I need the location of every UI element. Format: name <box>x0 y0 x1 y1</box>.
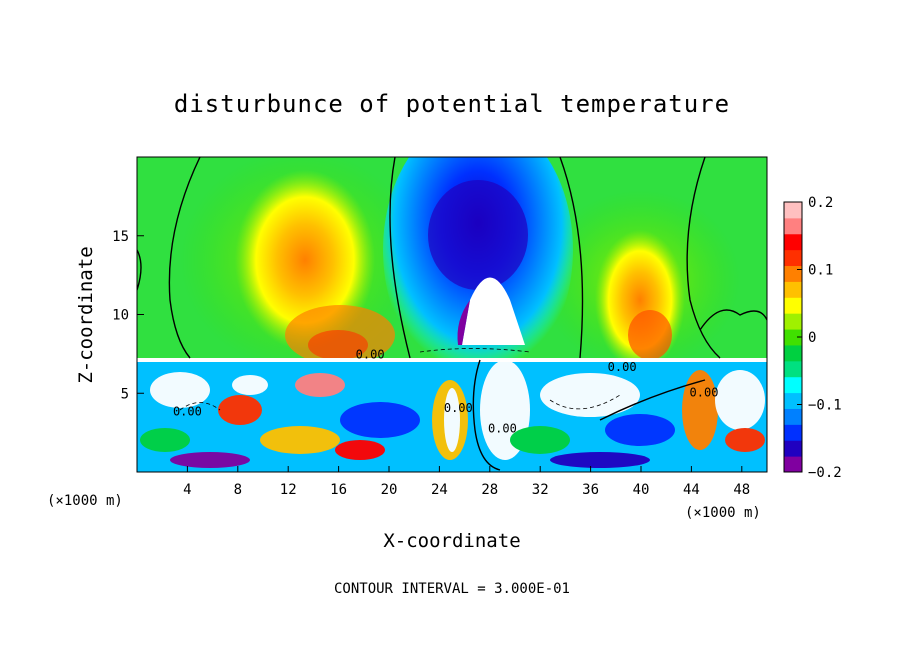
x-axis: 4 8 12 16 20 24 28 32 36 40 44 48 <box>183 466 750 498</box>
x-tick-label: 16 <box>330 482 347 498</box>
x-tick-label: 36 <box>582 482 599 498</box>
x-tick-label: 24 <box>431 482 448 498</box>
colorbar-swatch <box>784 313 802 330</box>
y-tick-label: 10 <box>112 308 129 324</box>
colorbar-swatch <box>784 249 802 267</box>
colorbar-tick-label: −0.2 <box>808 465 842 481</box>
x-unit-left: (×1000 m) <box>47 493 123 509</box>
x-axis-label: X-coordinate <box>383 530 520 552</box>
y-axis-label: Z-coordinate <box>75 246 97 383</box>
colorbar-swatch <box>784 217 802 235</box>
colorbar-swatch <box>784 456 802 473</box>
contour-interval: CONTOUR INTERVAL = 3.000E-01 <box>334 581 570 597</box>
colorbar-swatch <box>784 344 802 362</box>
contour-label: 0.00 <box>356 348 385 362</box>
contour-label: 0.00 <box>608 360 637 374</box>
colorbar-swatch <box>784 360 802 378</box>
x-tick-label: 32 <box>532 482 549 498</box>
colorbar-swatch <box>784 408 802 425</box>
contour-label: 0.00 <box>173 404 202 418</box>
contour-label: 0.00 <box>488 422 517 436</box>
y-tick-label: 15 <box>112 229 129 245</box>
colorbar-swatch <box>784 297 802 314</box>
colorbar-swatch <box>784 329 802 346</box>
colorbar: −0.2 −0.1 0 0.1 0.2 <box>783 195 842 481</box>
colorbar-swatch <box>784 392 802 409</box>
x-tick-label: 4 <box>183 482 191 498</box>
x-tick-label: 44 <box>683 482 700 498</box>
contour-label: 0.00 <box>444 401 473 415</box>
colorbar-tick-label: −0.1 <box>808 398 842 414</box>
x-tick-label: 28 <box>481 482 498 498</box>
x-tick-label: 12 <box>280 482 297 498</box>
x-unit-right: (×1000 m) <box>685 505 761 521</box>
colorbar-tick-label: 0 <box>808 330 816 346</box>
colorbar-tick-label: 0.2 <box>808 195 833 211</box>
y-tick-label: 5 <box>121 386 129 402</box>
y-axis: 5 10 15 <box>112 229 144 402</box>
contour-labels: 0.00 0.00 0.00 0.00 0.00 0.00 <box>173 348 719 436</box>
colorbar-swatch <box>784 424 802 441</box>
x-tick-label: 40 <box>633 482 650 498</box>
colorbar-tick-label: 0.1 <box>808 263 833 279</box>
colorbar-swatch <box>784 440 802 457</box>
x-tick-label: 8 <box>234 482 242 498</box>
heatmap-field <box>137 157 767 472</box>
colorbar-swatch <box>784 233 802 251</box>
colorbar-swatch <box>784 202 802 219</box>
colorbar-swatch <box>784 265 802 282</box>
colorbar-swatch <box>784 376 802 394</box>
x-tick-label: 20 <box>381 482 398 498</box>
chart-title: disturbunce of potential temperature <box>174 90 730 118</box>
colorbar-swatch <box>784 281 802 298</box>
contour-label: 0.00 <box>690 385 719 399</box>
x-tick-label: 48 <box>733 482 750 498</box>
